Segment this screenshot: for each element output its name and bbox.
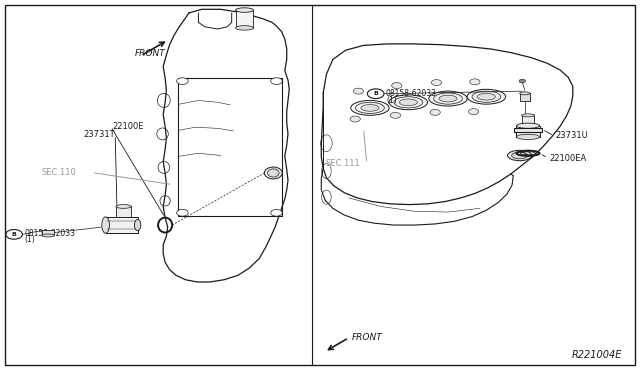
Polygon shape (522, 115, 534, 126)
Ellipse shape (236, 8, 253, 12)
Ellipse shape (508, 150, 532, 161)
Ellipse shape (477, 93, 495, 100)
Circle shape (430, 109, 440, 115)
Ellipse shape (351, 100, 389, 115)
Circle shape (519, 79, 525, 83)
Text: 22100EA: 22100EA (549, 154, 586, 163)
Text: FRONT: FRONT (134, 49, 165, 58)
Text: FRONT: FRONT (351, 333, 382, 342)
Polygon shape (42, 230, 54, 235)
Ellipse shape (516, 123, 540, 128)
Polygon shape (106, 217, 138, 233)
Text: B: B (373, 91, 378, 96)
Circle shape (271, 209, 282, 216)
Circle shape (177, 209, 188, 216)
Text: B: B (12, 232, 17, 237)
Ellipse shape (429, 91, 467, 106)
Ellipse shape (522, 114, 534, 117)
Ellipse shape (42, 234, 54, 237)
Text: SEC.110: SEC.110 (42, 169, 76, 177)
Circle shape (6, 230, 22, 239)
Circle shape (390, 112, 401, 118)
Ellipse shape (512, 152, 528, 159)
Circle shape (353, 88, 364, 94)
Ellipse shape (356, 102, 384, 113)
Ellipse shape (264, 167, 282, 179)
Circle shape (392, 83, 402, 89)
Circle shape (470, 79, 480, 85)
Ellipse shape (361, 105, 379, 111)
Ellipse shape (434, 93, 463, 104)
Bar (520, 93, 530, 101)
Ellipse shape (102, 217, 109, 233)
Ellipse shape (520, 92, 530, 95)
Polygon shape (516, 126, 540, 137)
Ellipse shape (439, 95, 457, 102)
Text: 23731T: 23731T (83, 130, 115, 139)
Ellipse shape (399, 99, 417, 106)
Circle shape (367, 89, 384, 99)
Text: (1): (1) (24, 235, 35, 244)
Text: 08158-62033: 08158-62033 (386, 89, 437, 98)
Text: 08158-62033: 08158-62033 (24, 229, 76, 238)
Ellipse shape (467, 89, 506, 104)
Text: 23731U: 23731U (556, 131, 588, 140)
Ellipse shape (134, 219, 141, 231)
Circle shape (350, 116, 360, 122)
Ellipse shape (389, 95, 428, 110)
Bar (236, 10, 253, 28)
Text: R221004E: R221004E (572, 350, 622, 360)
Circle shape (271, 78, 282, 84)
Ellipse shape (472, 91, 500, 102)
Text: 22100E: 22100E (112, 122, 143, 131)
Ellipse shape (394, 97, 422, 108)
Circle shape (177, 78, 188, 84)
Ellipse shape (236, 26, 253, 30)
Text: (1): (1) (386, 96, 397, 105)
Circle shape (431, 80, 442, 86)
Ellipse shape (116, 205, 131, 208)
Ellipse shape (268, 169, 279, 177)
Ellipse shape (516, 134, 540, 140)
Text: SEC.111: SEC.111 (325, 159, 360, 168)
Polygon shape (116, 206, 131, 217)
Polygon shape (514, 128, 542, 132)
Circle shape (468, 109, 479, 115)
